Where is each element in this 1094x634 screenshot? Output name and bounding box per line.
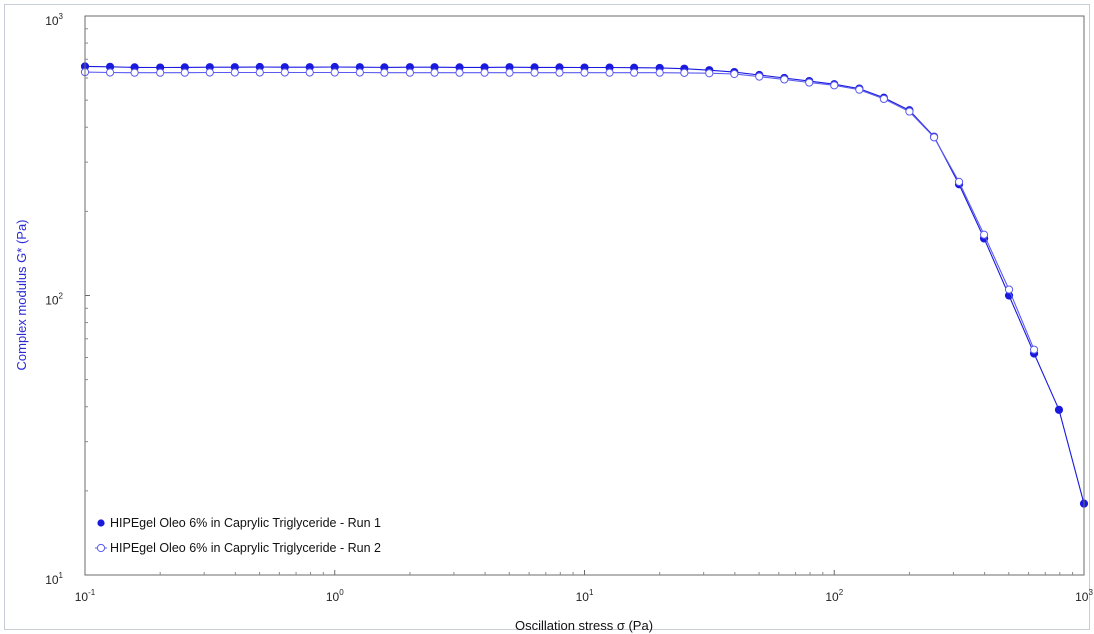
series-2 — [80, 67, 1039, 354]
data-point — [730, 69, 739, 79]
x-tick-label: 100 — [326, 588, 344, 604]
legend: HIPEgel Oleo 6% in Caprylic Triglyceride… — [95, 516, 381, 555]
chart-frame — [4, 4, 1090, 630]
x-tick-base: 10 — [1075, 590, 1089, 604]
series-1 — [80, 62, 1089, 508]
x-tick-exponent: 3 — [1088, 588, 1093, 597]
x-tick-label: 102 — [825, 588, 843, 604]
legend-marker-filled-circle — [97, 519, 105, 527]
y-tick-base: 10 — [45, 573, 59, 587]
data-point — [655, 68, 664, 77]
data-point — [255, 68, 264, 77]
x-tick-label: 10-1 — [75, 588, 96, 604]
data-point — [805, 78, 814, 87]
data-point — [230, 68, 239, 77]
x-tick-base: 10 — [576, 590, 590, 604]
data-point — [879, 94, 888, 104]
legend-item: HIPEgel Oleo 6% in Caprylic Triglyceride… — [95, 541, 381, 555]
data-point — [954, 177, 964, 186]
x-tick-exponent: 1 — [589, 588, 594, 597]
data-point — [480, 68, 489, 77]
data-point — [630, 68, 639, 77]
x-tick-base: 10 — [825, 590, 839, 604]
series-line — [84, 71, 1035, 350]
x-axis-ticks: 10-1 100 101 102 103 — [75, 570, 1093, 604]
x-tick-exponent: -1 — [88, 588, 96, 597]
y-tick-base: 10 — [45, 14, 59, 28]
x-axis-title: Oscillation stress σ (Pa) — [515, 618, 653, 633]
data-point — [105, 68, 115, 77]
x-tick-base: 10 — [326, 590, 340, 604]
data-point — [330, 68, 339, 77]
data-point — [905, 107, 914, 116]
data-point — [355, 68, 364, 77]
data-point — [280, 68, 289, 77]
data-point — [580, 68, 589, 77]
data-point — [156, 68, 165, 77]
data-point — [180, 68, 189, 77]
data-point — [705, 69, 714, 78]
legend-label: HIPEgel Oleo 6% in Caprylic Triglyceride… — [110, 516, 381, 530]
y-tick-exponent: 1 — [59, 571, 64, 580]
data-point — [855, 85, 864, 94]
y-tick-label: 103 — [45, 12, 63, 28]
data-point — [430, 68, 439, 77]
data-point — [1054, 405, 1064, 414]
data-point — [605, 68, 614, 77]
data-point — [505, 68, 514, 77]
x-tick-exponent: 2 — [839, 588, 844, 597]
y-tick-label: 101 — [45, 571, 63, 587]
data-point — [1004, 285, 1014, 294]
data-point — [305, 68, 314, 77]
y-tick-label: 102 — [45, 292, 63, 308]
y-tick-base: 10 — [45, 294, 59, 308]
data-point — [205, 68, 214, 77]
x-tick-exponent: 0 — [339, 588, 344, 597]
x-tick-label: 103 — [1075, 588, 1093, 604]
data-point — [555, 68, 564, 77]
data-point — [929, 133, 939, 142]
series-line — [84, 65, 1085, 504]
x-tick-label: 101 — [576, 588, 594, 604]
y-axis-title: Complex modulus G* (Pa) — [14, 220, 29, 371]
data-point — [680, 68, 689, 77]
legend-item: HIPEgel Oleo 6% in Caprylic Triglyceride… — [97, 516, 381, 530]
data-point — [530, 68, 539, 77]
data-point — [780, 75, 789, 84]
data-point — [1029, 345, 1039, 354]
data-point — [830, 81, 839, 90]
data-point — [979, 230, 989, 239]
y-tick-exponent: 3 — [59, 12, 64, 21]
data-point — [455, 68, 464, 77]
series-layer — [80, 62, 1089, 508]
plot-area-border — [84, 15, 1085, 576]
data-point — [380, 68, 389, 77]
data-point — [130, 68, 139, 77]
y-tick-exponent: 2 — [59, 292, 64, 301]
legend-marker-open-circle — [96, 543, 106, 553]
data-point — [405, 68, 415, 77]
legend-label: HIPEgel Oleo 6% in Caprylic Triglyceride… — [110, 541, 381, 555]
x-tick-base: 10 — [75, 590, 89, 604]
data-point — [755, 72, 764, 81]
